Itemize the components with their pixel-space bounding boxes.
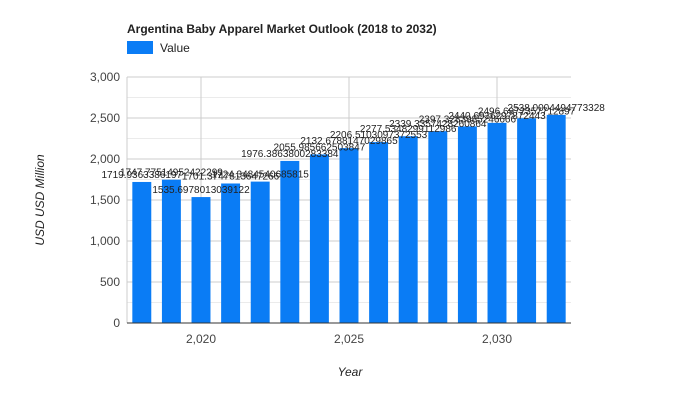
bar[interactable] xyxy=(161,179,181,323)
chart-title: Argentina Baby Apparel Market Outlook (2… xyxy=(127,22,437,36)
bar[interactable] xyxy=(280,160,300,323)
x-tick-label: 2,025 xyxy=(334,332,364,346)
legend-label: Value xyxy=(160,41,190,55)
y-axis-title: USD USD Million xyxy=(33,154,47,246)
x-axis-title: Year xyxy=(338,365,364,379)
bar-series xyxy=(132,114,566,323)
bar-value-label: 2496.6972357712897 xyxy=(478,106,576,117)
bar[interactable] xyxy=(546,114,566,323)
bar-value-label: 1724.3484540685815 xyxy=(212,170,310,181)
x-tick-label: 2,020 xyxy=(186,332,216,346)
bar-value-label: 1747.77514952422299 xyxy=(120,168,223,179)
bar[interactable] xyxy=(132,181,152,323)
bar-value-label: 2538.0004494773328 xyxy=(508,103,606,114)
bar-value-label: 2397.3283985246666 xyxy=(419,114,517,125)
bar[interactable] xyxy=(517,118,537,323)
bar-value-label: 2206.5103097372553 xyxy=(330,130,428,141)
bar[interactable] xyxy=(309,154,329,323)
bar[interactable] xyxy=(191,197,211,323)
bar[interactable] xyxy=(369,142,389,323)
bar-value-label: 1535.6978013039122 xyxy=(152,185,250,196)
y-tick-label: 2,000 xyxy=(90,152,120,166)
y-tick-label: 500 xyxy=(100,275,120,289)
gridlines xyxy=(126,76,571,324)
bar-value-label: 1701.3747813647266 xyxy=(182,171,280,182)
bar[interactable] xyxy=(428,131,448,323)
y-tick-label: 1,500 xyxy=(90,193,120,207)
x-tick-label: 2,030 xyxy=(482,332,512,346)
bar-value-label: 2339.3357428260864 xyxy=(389,119,487,130)
y-tick-label: 2,500 xyxy=(90,111,120,125)
bar[interactable] xyxy=(250,181,270,323)
y-tick-label: 1,000 xyxy=(90,234,120,248)
bar-value-label: 2277.5348299112986 xyxy=(360,124,457,135)
bar[interactable] xyxy=(339,148,359,323)
x-axis: 2,020 2,025 2,030 xyxy=(186,332,512,346)
bar[interactable] xyxy=(221,183,241,323)
bar[interactable] xyxy=(487,122,507,323)
legend-swatch xyxy=(127,41,153,54)
bar-value-label: 1976.3863800283384 xyxy=(241,149,339,160)
bar-value-label: 1719.9363386197 xyxy=(101,170,182,181)
y-tick-label: 0 xyxy=(113,316,120,330)
legend[interactable]: Value xyxy=(127,41,190,55)
y-axis: 0 500 1,000 1,500 2,000 2,500 3,000 xyxy=(90,70,120,330)
bar-value-label: 2055.985662503847 xyxy=(274,142,366,153)
bar-value-label: 2440.6936297872443 xyxy=(448,111,546,122)
y-tick-label: 3,000 xyxy=(90,70,120,84)
bar[interactable] xyxy=(457,126,477,323)
bar-value-label: 2132.6788147029865 xyxy=(300,136,398,147)
bar[interactable] xyxy=(398,136,418,323)
